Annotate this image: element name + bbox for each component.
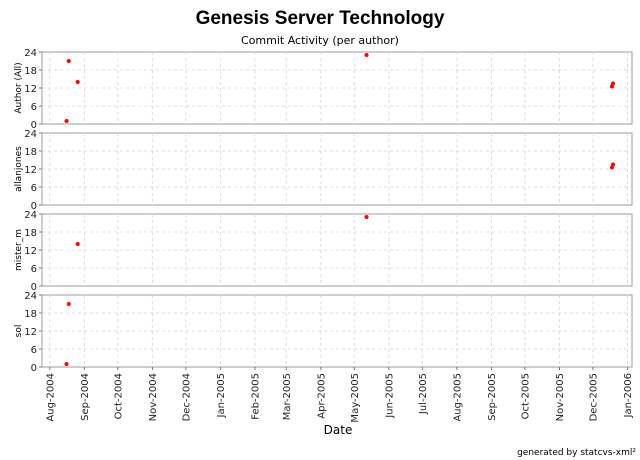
data-point (364, 53, 369, 57)
y-tick-label: 18 (24, 66, 37, 77)
x-tick-label: Sep-2004 (80, 373, 91, 421)
data-point (66, 302, 71, 306)
data-point (64, 362, 69, 366)
x-tick-label: Oct-2004 (113, 373, 124, 419)
x-tick-label: Dec-2004 (181, 373, 192, 421)
y-tick-label: 18 (24, 309, 37, 320)
data-point (611, 162, 616, 167)
y-tick-label: 6 (31, 102, 37, 113)
y-tick-label: 18 (24, 147, 37, 158)
data-point (609, 84, 614, 89)
chart-subtitle: Commit Activity (per author) (241, 34, 399, 47)
x-tick-label: Nov-2004 (148, 373, 159, 421)
x-tick-label: Aug-2005 (452, 373, 463, 422)
y-tick-label: 6 (31, 264, 37, 275)
panel-3: 0 6 12 18 24 sol (14, 291, 633, 374)
x-axis-label: Date (324, 423, 353, 437)
data-point (75, 80, 80, 84)
x-tick-label: Feb-2005 (251, 373, 262, 420)
y-tick-label: 24 (24, 291, 37, 302)
x-tick-label: Jul-2005 (418, 373, 429, 415)
y-axis-label: allanjones (14, 146, 24, 192)
data-point (611, 81, 616, 86)
data-point (609, 165, 614, 170)
x-tick-label: Aug-2004 (45, 373, 56, 422)
y-axis-label: Author (All) (14, 62, 24, 113)
x-axis: Aug-2004 Sep-2004 Oct-2004 Nov-2004 Dec-2004… (45, 367, 634, 423)
y-tick-label: 24 (24, 129, 37, 140)
y-tick-label: 6 (31, 183, 37, 194)
x-tick-label: Jun-2005 (384, 373, 395, 419)
y-tick-label: 18 (24, 228, 37, 239)
y-tick-label: 12 (24, 165, 37, 176)
x-tick-label: Dec-2005 (588, 373, 599, 421)
x-tick-label: Jan-2005 (216, 373, 227, 418)
x-tick-label: Apr-2005 (316, 373, 327, 419)
y-tick-label: 6 (31, 345, 37, 356)
y-tick-label: 0 (31, 282, 37, 293)
y-tick-label: 12 (24, 84, 37, 95)
y-tick-label: 0 (31, 363, 37, 374)
x-tick-label: Mar-2005 (282, 373, 293, 420)
footer-credit: generated by statcvs-xml² (517, 448, 636, 458)
data-point (66, 59, 71, 63)
y-tick-label: 12 (24, 327, 37, 338)
x-tick-label: May-2005 (350, 373, 361, 423)
y-tick-label: 0 (31, 120, 37, 131)
x-tick-label: Sep-2005 (487, 373, 498, 421)
x-tick-label: Nov-2005 (555, 373, 566, 421)
x-tick-label: Jan-2006 (623, 373, 634, 418)
data-point (64, 119, 69, 123)
y-tick-label: 0 (31, 201, 37, 212)
y-tick-label: 24 (24, 210, 37, 221)
y-tick-label: 12 (24, 246, 37, 257)
data-point (364, 215, 369, 219)
x-tick-label: Oct-2005 (520, 373, 531, 419)
data-point (75, 242, 80, 246)
y-axis-label: sol (14, 325, 24, 338)
chart-title: Genesis Server Technology (196, 8, 445, 29)
y-tick-label: 24 (24, 48, 37, 59)
y-axis-label: mister_m (14, 229, 24, 271)
